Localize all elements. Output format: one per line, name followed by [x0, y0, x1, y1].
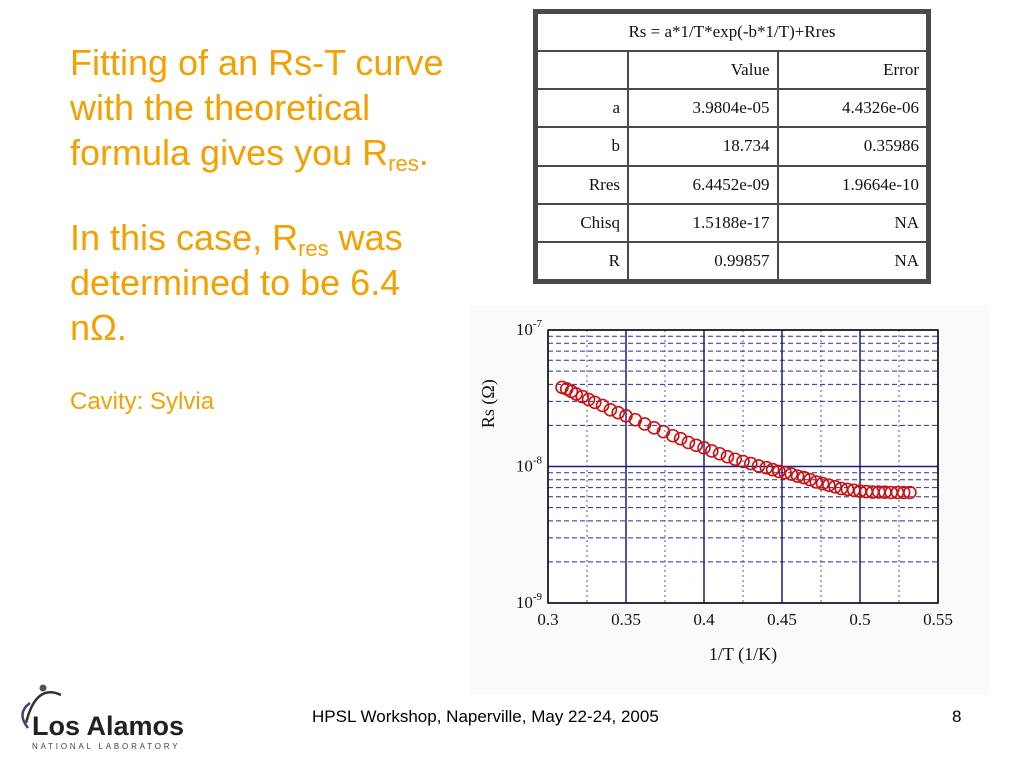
- data-point: [611, 405, 625, 420]
- los-alamos-logo: Los Alamos NATIONAL LABORATORY: [21, 684, 184, 751]
- data-point: [803, 472, 817, 487]
- param-error: 0.35986: [776, 126, 928, 167]
- data-point: [797, 470, 811, 485]
- data-point: [728, 452, 743, 467]
- logo-text: Los Alamos: [32, 711, 184, 741]
- logo-tagline: NATIONAL LABORATORY: [32, 742, 180, 751]
- data-point: [666, 428, 680, 443]
- table-row: b 18.734 0.35986: [536, 126, 928, 167]
- param-error: NA: [776, 240, 928, 282]
- logo-swoosh: [24, 691, 62, 724]
- footer-event: HPSL Workshop, Naperville, May 22-24, 20…: [312, 707, 659, 726]
- header-cell: Error: [776, 50, 928, 91]
- period: .: [418, 132, 429, 173]
- x-tick-label: 0.4: [693, 610, 715, 629]
- paragraph-fit-result: Fitting of an Rs-T curve with the theore…: [70, 40, 460, 175]
- param-error: NA: [776, 202, 928, 243]
- fit-table: Rs = a*1/T*exp(-b*1/T)+Rres Value Error …: [536, 11, 928, 282]
- data-point: [595, 398, 610, 413]
- paragraph-rres-value: In this case, Rres was determined to be …: [70, 215, 460, 350]
- data-point: [581, 392, 596, 407]
- paragraph-rres-rest: was determined to be 6.4 nΩ.: [70, 217, 403, 348]
- table-row: R 0.99857 NA: [536, 240, 928, 282]
- param-value: 1.5188e-17: [627, 202, 779, 243]
- param-value: 0.99857: [627, 240, 779, 282]
- data-point: [736, 454, 750, 469]
- x-tick-label: 0.35: [611, 610, 641, 629]
- data-point: [588, 395, 602, 410]
- rs-plot: 0.3 0.35 0.4 0.45 0.5 0.55 10-7 10-8 10-9 1/T (1/…: [470, 305, 990, 695]
- y-axis-label: Rs (Ω): [478, 379, 499, 428]
- plot-frame: [547, 329, 939, 604]
- slide-text: Fitting of an Rs-T curve with the theore…: [70, 40, 460, 416]
- param-name: Chisq: [536, 202, 629, 243]
- paragraph-fit-result-text: Fitting of an Rs-T curve with the theore…: [70, 42, 444, 173]
- data-point: [751, 459, 766, 473]
- param-value: 18.734: [627, 126, 779, 167]
- x-tick-label: 0.3: [537, 610, 558, 629]
- data-point: [603, 403, 618, 417]
- logo-dot: [39, 684, 47, 692]
- cavity-label: Cavity: Sylvia: [70, 388, 215, 415]
- x-tick-label: 0.55: [923, 610, 953, 629]
- param-value: 3.9804e-05: [627, 88, 779, 129]
- y-tick-label: 10-7: [516, 318, 543, 339]
- formula-row: Rs = a*1/T*exp(-b*1/T)+Rres: [536, 11, 928, 53]
- header-cell: Value: [627, 50, 779, 91]
- data-point: [815, 476, 830, 491]
- data-point: [784, 467, 799, 481]
- data-point: [896, 485, 911, 500]
- y-tick-label: 10-8: [516, 455, 543, 476]
- param-value: 6.4452e-09: [627, 164, 779, 205]
- data-point: [772, 464, 786, 479]
- data-point: [705, 444, 719, 458]
- logo-swoosh: [21, 701, 31, 729]
- data-point: [575, 389, 590, 404]
- data-point: [828, 480, 842, 494]
- header-cell: [536, 50, 629, 91]
- data-point: [809, 475, 824, 489]
- param-error: 4.4326e-06: [776, 88, 928, 129]
- paragraph-rres-text: In this case, R: [70, 217, 299, 258]
- data-point: [765, 462, 780, 477]
- data-point: [790, 469, 805, 483]
- data-point: [903, 485, 917, 500]
- data-point: [647, 421, 661, 435]
- param-name: Rres: [536, 164, 629, 205]
- data-point: [821, 478, 836, 492]
- param-name: b: [536, 126, 629, 167]
- data-point: [778, 465, 792, 480]
- table-row: a 3.9804e-05 4.4326e-06: [536, 88, 928, 129]
- param-error: 1.9664e-10: [776, 164, 928, 205]
- fit-results-table: Rs = a*1/T*exp(-b*1/T)+Rres Value Error …: [533, 9, 931, 284]
- x-tick-label: 0.5: [849, 610, 870, 629]
- data-point: [720, 449, 735, 464]
- table-row: Rres 6.4452e-09 1.9664e-10: [536, 164, 928, 205]
- data-point: [673, 431, 688, 446]
- x-axis-label: 1/T (1/K): [709, 644, 777, 665]
- data-point: [689, 438, 703, 453]
- x-tick-label: 0.45: [767, 610, 797, 629]
- data-point: [569, 387, 583, 401]
- spacer: [70, 175, 460, 215]
- data-point: [697, 441, 711, 455]
- data-point: [712, 446, 727, 461]
- rs-plot-svg: 0.3 0.35 0.4 0.45 0.5 0.55 10-7 10-8 10-9 1/T (1/…: [478, 318, 953, 665]
- data-point: [759, 460, 774, 475]
- table-row: Chisq 1.5188e-17 NA: [536, 202, 928, 243]
- data-point: [619, 409, 633, 423]
- param-name: R: [536, 240, 629, 282]
- data-point: [681, 435, 696, 450]
- page-number: 8: [952, 707, 962, 726]
- y-tick-label: 10-9: [516, 591, 543, 612]
- formula-cell: Rs = a*1/T*exp(-b*1/T)+Rres: [536, 11, 928, 53]
- rres-subscript: res: [388, 151, 419, 176]
- header-row: Value Error: [536, 50, 928, 91]
- data-point: [637, 417, 652, 431]
- param-name: a: [536, 88, 629, 129]
- data-point: [743, 456, 758, 471]
- rres-subscript: res: [298, 236, 329, 261]
